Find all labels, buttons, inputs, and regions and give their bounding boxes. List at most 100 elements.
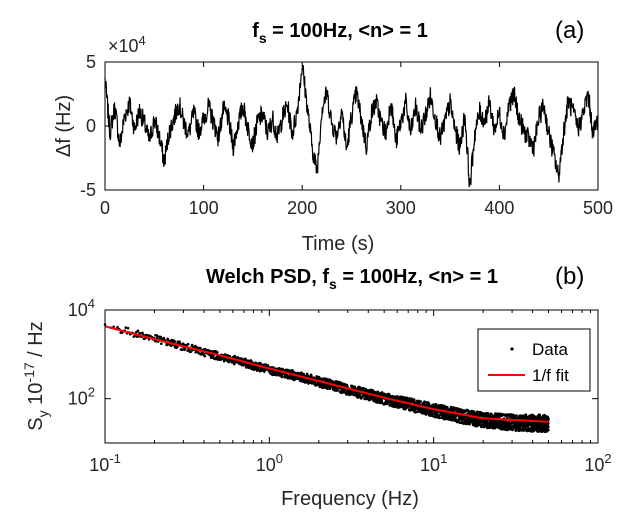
data-point xyxy=(524,413,528,417)
panel-a-title: fs = 100Hz, <n> = 1 xyxy=(252,20,428,46)
panel-b-ytick-labels: 102 104 xyxy=(68,296,95,409)
panel-b-legend: Data 1/f fit xyxy=(477,328,591,392)
panel-a-plot-frame xyxy=(104,61,599,191)
panel-b-xtick-label: 10-1 xyxy=(89,451,121,475)
data-point xyxy=(490,412,493,416)
panel-b-title: Welch PSD, fs = 100Hz, <n> = 1 xyxy=(206,266,498,292)
panel-b-xlabel: Frequency (Hz) xyxy=(281,488,419,510)
data-point xyxy=(419,400,423,403)
data-point xyxy=(156,334,159,338)
data-point xyxy=(272,366,275,369)
panel-a-xtick-label: 400 xyxy=(484,198,514,218)
panel-a: fs = 100Hz, <n> = 1 (a) ×104 -505 0 100 20… xyxy=(53,17,613,255)
data-point xyxy=(143,337,146,341)
data-point xyxy=(358,393,362,397)
panel-b-title-part-1: Welch PSD, f xyxy=(206,266,329,288)
data-point xyxy=(408,409,412,412)
legend-fit-label: 1/f fit xyxy=(532,366,569,385)
legend-box xyxy=(477,328,591,392)
data-point xyxy=(319,377,323,380)
panel-a-xtick-label: 300 xyxy=(386,198,416,218)
panel-a-ylabel: Δf (Hz) xyxy=(53,95,75,157)
data-point xyxy=(454,416,457,420)
panel-a-ytick-label: 5 xyxy=(86,52,96,72)
data-point xyxy=(438,416,442,420)
data-point xyxy=(547,428,550,432)
data-point xyxy=(136,329,140,333)
data-point xyxy=(388,394,392,397)
data-point xyxy=(547,425,550,429)
panel-a-xlabel: Time (s) xyxy=(302,233,375,255)
panel-b-ylabel-superscript: -17 xyxy=(21,362,37,382)
data-point xyxy=(203,354,207,358)
data-point xyxy=(520,414,524,418)
data-point xyxy=(427,402,431,405)
data-point xyxy=(236,356,240,360)
panel-b: Welch PSD, fs = 100Hz, <n> = 1 (b) 10210… xyxy=(21,263,612,510)
panel-a-xtick-label: 0 xyxy=(100,198,110,218)
panel-a-xtick-label: 200 xyxy=(287,198,317,218)
data-point xyxy=(401,395,404,399)
data-point xyxy=(286,369,290,372)
data-point xyxy=(180,348,184,352)
panel-b-title-part-3: = 100Hz, <n> = 1 xyxy=(337,266,498,288)
data-point xyxy=(302,372,305,376)
data-point xyxy=(292,370,296,374)
data-point xyxy=(138,332,142,335)
legend-data-marker xyxy=(510,347,514,351)
legend-data-label: Data xyxy=(532,340,568,359)
panel-b-ytick-label: 102 xyxy=(68,385,95,409)
panel-a-xtick-labels: 0 100 200 300 400 500 xyxy=(100,198,613,218)
panel-a-ytick-label: 0 xyxy=(86,116,96,136)
panel-a-multiplier-base: ×10 xyxy=(108,36,139,56)
data-point xyxy=(186,342,190,346)
panel-b-ytick-label: 104 xyxy=(68,296,95,320)
data-point xyxy=(445,405,449,409)
panel-a-title-subscript: s xyxy=(259,30,267,46)
data-point xyxy=(190,343,194,347)
panel-a-ytick-labels: -5 0 5 xyxy=(80,52,96,200)
panel-b-xtick-labels: 10-1 100 101 102 xyxy=(89,451,611,475)
data-point xyxy=(256,366,260,370)
panel-a-xtick-label: 500 xyxy=(583,198,613,218)
data-point xyxy=(412,398,416,401)
data-point xyxy=(195,346,199,349)
data-point xyxy=(547,417,550,421)
data-point xyxy=(178,340,182,344)
panel-a-title-part-3: = 100Hz, <n> = 1 xyxy=(267,20,428,42)
panel-a-title-part-1: f xyxy=(252,20,259,42)
data-point xyxy=(477,424,480,427)
data-point xyxy=(173,340,177,343)
panel-a-ticks xyxy=(104,61,599,191)
panel-a-xtick-label: 100 xyxy=(189,198,219,218)
panel-b-fit-line xyxy=(104,325,549,423)
panel-b-xtick-label: 100 xyxy=(256,451,283,475)
data-point xyxy=(126,326,130,330)
panel-b-ylabel-part-5: / Hz xyxy=(25,321,47,362)
panel-b-xtick-label: 101 xyxy=(420,451,447,475)
data-point xyxy=(386,402,389,405)
panel-b-title-subscript: s xyxy=(329,276,337,292)
data-point xyxy=(216,351,219,354)
data-point xyxy=(309,374,313,378)
data-point xyxy=(459,421,463,425)
panel-b-ylabel-part-3: 10 xyxy=(25,383,47,411)
panel-b-plot-frame xyxy=(104,309,599,444)
data-point xyxy=(515,414,518,417)
panel-a-multiplier: ×104 xyxy=(108,33,146,56)
data-point xyxy=(133,334,136,338)
data-point xyxy=(328,387,332,391)
data-point xyxy=(433,411,437,415)
panel-a-ytick-label: -5 xyxy=(80,180,96,200)
data-point xyxy=(160,342,163,346)
data-point xyxy=(197,352,201,355)
data-point xyxy=(511,428,514,432)
data-point xyxy=(166,338,170,342)
panel-b-label: (b) xyxy=(555,263,584,290)
data-point xyxy=(498,420,501,424)
data-point xyxy=(209,349,212,353)
data-point xyxy=(344,389,347,393)
panel-a-label: (a) xyxy=(555,17,584,44)
panel-a-series-line xyxy=(104,64,599,188)
data-point xyxy=(539,423,543,426)
